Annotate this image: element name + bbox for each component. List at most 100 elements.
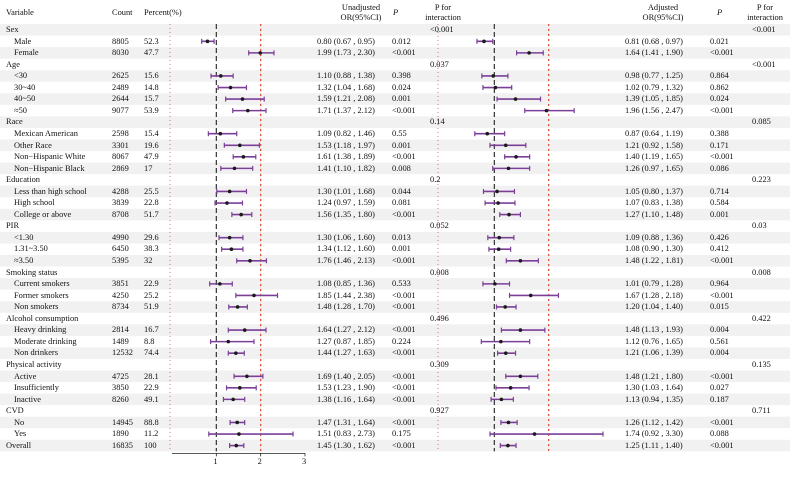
row-label: ≈50 <box>14 105 27 115</box>
p-unadjusted: 0.081 <box>392 198 411 208</box>
or-unadjusted: 1.71 (1.37 , 2.12) <box>317 105 375 115</box>
or-unadjusted: 1.51 (0.83 , 2.73) <box>317 429 375 439</box>
p-interaction-unadjusted: 0.927 <box>430 406 449 416</box>
p-unadjusted: <0.001 <box>392 152 416 162</box>
row-percent: 51.7 <box>144 209 159 219</box>
point-estimate-u <box>238 386 242 390</box>
p-adjusted: 0.027 <box>710 383 729 393</box>
row-percent: 25.2 <box>144 290 159 300</box>
row-band <box>0 139 790 152</box>
row-percent: 15.6 <box>144 71 159 81</box>
group-label: PIR <box>6 221 20 231</box>
point-estimate-u <box>218 74 223 78</box>
or-adjusted: 1.05 (0.80 , 1.37) <box>625 186 683 196</box>
p-adjusted: 0.004 <box>710 348 729 358</box>
p-adjusted: <0.001 <box>710 48 734 58</box>
row-label: Current smokers <box>14 279 70 289</box>
or-adjusted: 1.21 (0.92 , 1.58) <box>625 140 683 150</box>
p-interaction-unadjusted: 0.052 <box>430 221 449 231</box>
row-label: <1.30 <box>14 232 34 242</box>
or-adjusted: 1.26 (0.97 , 1.65) <box>625 163 683 173</box>
row-percent: 28.1 <box>144 371 159 381</box>
p-interaction-adjusted: 0.085 <box>752 117 771 127</box>
or-adjusted: 1.12 (0.76 , 1.65) <box>625 336 683 346</box>
or-unadjusted: 1.56 (1.35 , 1.80) <box>317 209 375 219</box>
or-unadjusted: 1.41 (1.10 , 1.82) <box>317 163 375 173</box>
p-interaction-unadjusted: 0.008 <box>430 267 449 277</box>
p-unadjusted: 0.044 <box>392 186 411 196</box>
header-pint-adjusted-1: P for <box>756 3 774 12</box>
row-percent: 88.8 <box>144 417 159 427</box>
p-interaction-adjusted: 0.422 <box>752 313 771 323</box>
row-label: Mexican American <box>14 128 78 138</box>
row-count: 4250 <box>112 290 129 300</box>
p-interaction-unadjusted: 0.037 <box>430 59 449 69</box>
row-label: 1.31~3.50 <box>14 244 48 254</box>
point-estimate-u <box>226 339 231 344</box>
row-percent: 19.6 <box>144 140 159 150</box>
row-count: 16835 <box>112 440 133 450</box>
header-adjusted-or: OR(95%CI) <box>642 13 684 22</box>
point-estimate-u <box>229 247 234 252</box>
or-unadjusted: 1.85 (1.44 , 2.38) <box>317 290 375 300</box>
or-adjusted: 1.96 (1.56 , 2.47) <box>625 105 683 115</box>
p-unadjusted: 0.001 <box>392 244 411 254</box>
or-unadjusted: 1.53 (1.18 , 1.97) <box>317 140 375 150</box>
row-percent: 53.9 <box>144 105 159 115</box>
row-count: 1489 <box>112 336 129 346</box>
or-adjusted: 1.21 (1.06 , 1.39) <box>625 348 683 358</box>
p-adjusted: <0.001 <box>710 290 734 300</box>
row-label: High school <box>14 198 55 208</box>
or-adjusted: 1.30 (1.03 , 1.64) <box>625 383 683 393</box>
p-unadjusted: <0.001 <box>392 440 416 450</box>
p-unadjusted: 0.013 <box>392 232 411 242</box>
point-estimate-a <box>518 374 523 379</box>
group-label: Education <box>6 175 40 185</box>
header-count: Count <box>112 8 133 17</box>
p-unadjusted: 0.012 <box>392 36 411 46</box>
row-label: Inactive <box>14 394 41 404</box>
row-band <box>0 231 790 244</box>
or-adjusted: 1.27 (1.10 , 1.48) <box>625 209 683 219</box>
p-adjusted: 0.171 <box>710 140 729 150</box>
row-count: 6450 <box>112 244 129 254</box>
point-estimate-a <box>506 420 511 425</box>
x-axis-tick-label: 2 <box>257 457 262 467</box>
row-band <box>0 393 790 406</box>
or-unadjusted: 1.32 (1.04 , 1.68) <box>317 82 375 92</box>
row-label: Less than high school <box>14 186 87 196</box>
row-percent: 51.9 <box>144 302 159 312</box>
or-adjusted: 1.02 (0.79 , 1.32) <box>625 82 683 92</box>
row-count: 2814 <box>112 325 129 335</box>
point-estimate-u <box>234 443 239 448</box>
p-interaction-adjusted: <0.001 <box>752 59 776 69</box>
point-estimate-a <box>544 108 549 113</box>
row-label: College or above <box>14 209 72 219</box>
row-band <box>0 116 790 128</box>
point-estimate-a <box>503 305 508 309</box>
p-adjusted: 0.426 <box>710 232 729 242</box>
or-unadjusted: 1.09 (0.82 , 1.46) <box>317 128 375 138</box>
or-unadjusted: 0.80 (0.67 , 0.95) <box>317 36 375 46</box>
point-estimate-a <box>499 397 504 402</box>
point-estimate-u <box>245 374 249 379</box>
or-unadjusted: 1.24 (0.97 , 1.59) <box>317 198 375 208</box>
row-band <box>0 93 790 105</box>
or-unadjusted: 1.08 (0.85 , 1.36) <box>317 279 375 289</box>
point-estimate-u <box>239 212 243 217</box>
point-estimate-u <box>237 432 241 436</box>
row-percent: 100 <box>144 440 157 450</box>
point-estimate-u <box>227 189 232 194</box>
or-adjusted: 1.08 (0.90 , 1.30) <box>625 244 683 254</box>
row-band <box>0 301 790 313</box>
p-interaction-unadjusted: 0.309 <box>430 359 449 369</box>
point-estimate-u <box>228 85 233 90</box>
row-label: Male <box>14 36 32 46</box>
or-adjusted: 1.01 (0.79 , 1.28) <box>625 279 683 289</box>
p-adjusted: <0.001 <box>710 417 734 427</box>
point-estimate-u <box>234 351 238 355</box>
p-unadjusted: <0.001 <box>392 209 416 219</box>
p-unadjusted: 0.024 <box>392 82 411 92</box>
row-label: Former smokers <box>14 290 69 300</box>
